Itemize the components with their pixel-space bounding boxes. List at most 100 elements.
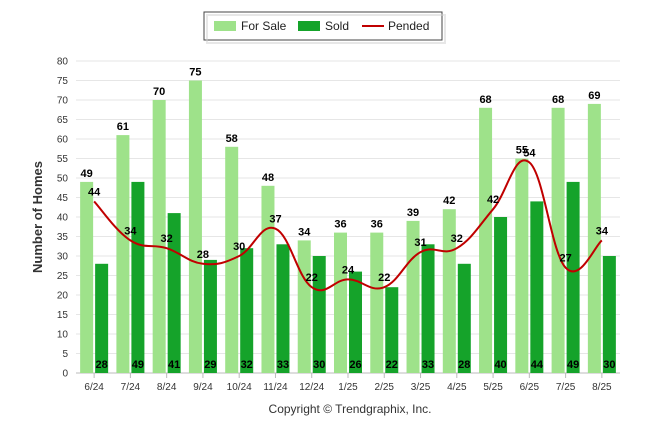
- sold-data-label: 28: [458, 359, 470, 371]
- legend-swatch-sold: [298, 21, 320, 31]
- sold-data-label: 40: [494, 359, 506, 371]
- for-sale-data-label: 36: [334, 219, 346, 231]
- x-tick-label: 7/24: [121, 382, 141, 393]
- x-tick-label: 8/25: [592, 382, 612, 393]
- sold-bar: [349, 271, 362, 373]
- pended-series-line: [93, 159, 603, 292]
- for-sale-data-label: 58: [226, 133, 238, 145]
- for-sale-bar: [479, 107, 493, 374]
- pended-data-label: 28: [197, 249, 209, 261]
- for-sale-bar: [334, 232, 347, 373]
- y-tick-label: 35: [57, 232, 69, 243]
- for-sale-data-label: 70: [153, 86, 165, 98]
- for-sale-data-label: 42: [443, 195, 455, 207]
- sold-bar: [276, 244, 290, 373]
- pended-data-label: 31: [414, 237, 426, 249]
- sold-bar: [131, 181, 145, 373]
- legend-label-sold: Sold: [325, 19, 349, 33]
- pended-data-label: 22: [306, 272, 318, 284]
- sold-data-label: 22: [386, 359, 398, 371]
- for-sale-bar: [116, 135, 130, 373]
- x-tick-label: 1/25: [338, 382, 358, 393]
- sold-data-label: 49: [132, 359, 144, 371]
- sold-data-label: 41: [168, 359, 180, 371]
- sold-data-label: 30: [313, 359, 325, 371]
- pended-data-label: 44: [88, 186, 101, 198]
- for-sale-bar: [406, 220, 420, 373]
- x-tick-label: 3/25: [411, 382, 431, 393]
- y-tick-label: 45: [57, 193, 69, 204]
- legend-label-pended: Pended: [388, 19, 429, 33]
- for-sale-data-label: 75: [189, 67, 201, 79]
- sold-data-label: 33: [422, 359, 434, 371]
- for-sale-bar: [261, 185, 275, 373]
- for-sale-data-label: 49: [81, 168, 93, 180]
- sold-bars: [95, 181, 616, 373]
- legend-box: [203, 11, 443, 41]
- for-sale-data-label: 48: [262, 172, 274, 184]
- sold-bar: [530, 201, 544, 373]
- y-tick-label: 60: [57, 135, 69, 146]
- for-sale-data-label: 61: [117, 121, 129, 133]
- copyright-text: Copyright © Trendgraphix, Inc.: [269, 402, 432, 416]
- sold-data-label: 32: [241, 359, 253, 371]
- for-sale-data-label: 68: [552, 94, 564, 106]
- sold-data-label: 29: [204, 359, 216, 371]
- pended-data-label: 27: [559, 253, 571, 265]
- sold-bar: [385, 287, 399, 373]
- x-tick-label: 2/25: [375, 382, 395, 393]
- x-tick-label: 5/25: [483, 382, 503, 393]
- x-tick-label: 6/24: [84, 382, 104, 393]
- y-tick-label: 0: [62, 369, 68, 380]
- sold-bar: [494, 217, 508, 373]
- for-sale-bar: [297, 240, 311, 373]
- y-axis-ticks: 0 5 10 15 20 25 30 35 40 45 50 55 60 65 70 75 80: [57, 57, 69, 380]
- for-sale-data-label: 55: [516, 145, 528, 157]
- y-tick-label: 25: [57, 271, 69, 282]
- x-tick-label: 11/24: [263, 382, 288, 393]
- x-tick-label: 6/25: [520, 382, 540, 393]
- sold-data-label: 30: [603, 359, 615, 371]
- for-sale-data-label: 36: [371, 219, 383, 231]
- pended-data-label: 42: [487, 194, 499, 206]
- sold-bar: [240, 248, 254, 373]
- x-tick-label: 9/24: [193, 382, 213, 393]
- pended-data-label: 34: [124, 225, 137, 237]
- y-axis-label: Number of Homes: [30, 161, 45, 273]
- y-tick-label: 65: [57, 115, 69, 126]
- legend-swatch-for-sale: [214, 21, 236, 31]
- x-tick-label: 10/24: [227, 382, 252, 393]
- for-sale-bar: [551, 107, 565, 374]
- x-tick-label: 4/25: [447, 382, 467, 393]
- sold-bar: [312, 256, 326, 373]
- for-sale-bar: [80, 181, 94, 373]
- pended-data-label: 22: [378, 272, 390, 284]
- legend: For Sale Sold Pended: [203, 11, 446, 44]
- sold-data-label: 44: [531, 359, 544, 371]
- pended-line: [93, 159, 603, 292]
- pended-data-label: 24: [342, 264, 355, 276]
- for-sale-bar: [188, 80, 202, 373]
- data-labels: 49 28 61 49 70 41 75 29 58 32 48 33 34 30 36 26 36 22 39 33…: [81, 67, 616, 372]
- y-tick-label: 40: [57, 213, 69, 224]
- pended-data-label: 34: [596, 225, 609, 237]
- y-tick-label: 10: [57, 330, 69, 341]
- for-sale-data-label: 68: [479, 94, 491, 106]
- x-axis-ticks: 6/24 7/24 8/24 9/24 10/24 11/24 12/24 1/25 2/25 3…: [84, 373, 612, 393]
- pended-data-label: 32: [451, 233, 463, 245]
- for-sale-bar: [370, 232, 384, 373]
- y-tick-label: 20: [57, 291, 69, 302]
- pended-data-label: 32: [161, 233, 173, 245]
- sold-data-label: 49: [567, 359, 579, 371]
- for-sale-data-label: 39: [407, 207, 419, 219]
- for-sale-bars: [80, 80, 601, 374]
- x-tick-label: 12/24: [299, 382, 324, 393]
- sold-bar: [566, 181, 580, 373]
- sold-data-label: 28: [96, 359, 108, 371]
- sold-bar: [203, 259, 217, 373]
- pended-data-label: 37: [269, 214, 281, 226]
- y-tick-label: 5: [62, 349, 68, 360]
- sold-bar: [421, 244, 435, 373]
- pended-data-label: 54: [523, 147, 536, 159]
